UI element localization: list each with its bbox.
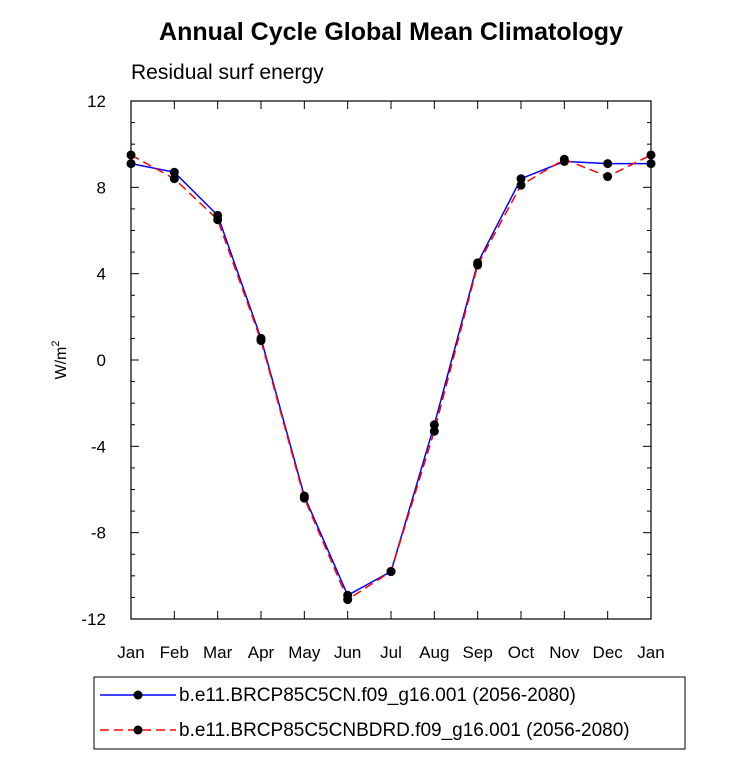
legend-label-series-2: b.e11.BRCP85C5CNBDRD.f09_g16.001 (2056-2… [179,720,630,741]
y-axis-label-text: W/m [53,347,70,380]
y-tick-label: -8 [91,524,106,543]
y-tick-label: 4 [97,265,106,284]
series-line-1 [130,160,651,597]
y-axis-label-superscript: 2 [50,341,62,347]
legend-box [93,676,686,750]
x-tick-label: Sep [463,643,493,662]
series-2-point [473,260,483,270]
series-2-point [169,174,179,184]
series-2-point [213,215,223,225]
series-2-point [343,595,353,605]
y-axis-label: W/m2 [50,341,70,380]
series-1-point [516,174,526,184]
y-tick-label: 0 [97,351,106,370]
y-tick-label: -4 [91,437,106,456]
series-1-point [646,159,656,169]
chart-subtitle: Residual surf energy [131,61,324,84]
x-tick-label: Mar [203,643,233,662]
plot-frame [130,100,652,620]
x-tick-label: Dec [593,643,624,662]
series-1-point [603,159,613,169]
legend-marker-series-1 [133,690,143,700]
x-tick-label: May [288,643,321,662]
series-1-point [126,159,136,169]
chart-title: Annual Cycle Global Mean Climatology [159,18,623,46]
series-line-2 [130,154,652,601]
legend: b.e11.BRCP85C5CN.f09_g16.001 (2056-2080)… [93,676,686,750]
x-tick-label: Jul [380,643,402,662]
series-2-point [126,150,136,160]
series-2-point [429,426,439,436]
series-2-point [646,150,656,160]
x-tick-label: Jan [637,643,664,662]
x-tick-label: Jan [117,643,144,662]
series-lines [130,154,652,601]
x-axis-ticks [130,101,652,619]
series-2-point [603,172,613,182]
x-tick-label: Apr [248,643,275,662]
x-tick-label: Nov [549,643,580,662]
series-2-point [559,154,569,164]
series-markers [126,150,656,605]
series-2-point [516,180,526,190]
y-tick-label: -12 [81,610,106,629]
x-tick-label: Jun [334,643,361,662]
y-axis-tick-labels: 12 8 4 0 -4 -8 -12 [81,92,106,629]
series-2-point [386,567,396,577]
y-tick-label: 12 [87,92,106,111]
x-tick-label: Feb [160,643,189,662]
legend-marker-series-2 [133,725,143,735]
y-axis-ticks [131,100,651,620]
x-tick-label: Aug [419,643,449,662]
x-tick-label: Oct [508,643,535,662]
x-axis-tick-labels: Jan Feb Mar Apr May Jun Jul Aug Sep Oct Nov Dec Jan [117,643,664,662]
series-2-point [299,493,309,503]
series-1-point [429,420,439,430]
series-1-point [169,167,179,177]
series-2-point [256,336,266,346]
y-tick-label: 8 [97,178,106,197]
legend-label-series-1: b.e11.BRCP85C5CN.f09_g16.001 (2056-2080) [179,685,576,706]
